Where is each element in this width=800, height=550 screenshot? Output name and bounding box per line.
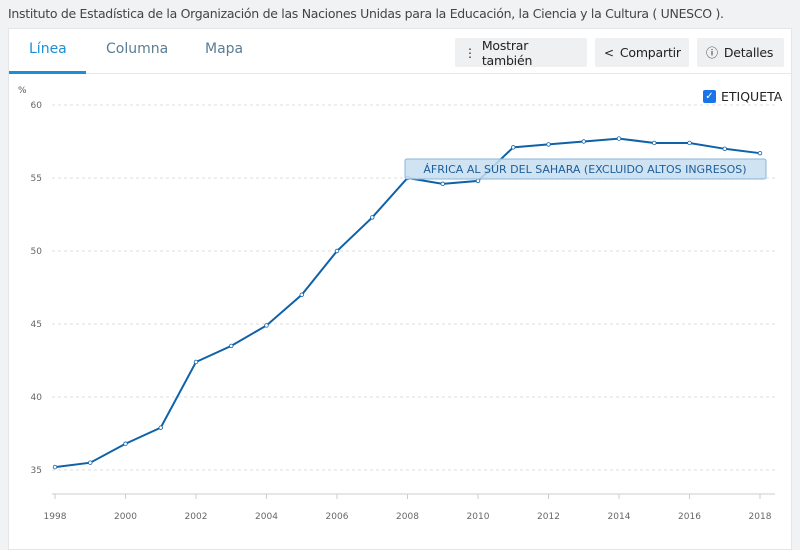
- y-tick-label: 40: [31, 393, 43, 403]
- data-point: [299, 292, 304, 297]
- y-tick-label: 35: [31, 466, 42, 476]
- data-point: [722, 146, 727, 151]
- data-point: [229, 343, 234, 349]
- data-point: [616, 136, 622, 141]
- x-tick-label: 2018: [749, 512, 772, 522]
- y-tick-label: 55: [31, 174, 42, 184]
- chart-card: Línea Columna Mapa ⋮ Mostrar también < Com…: [8, 28, 792, 550]
- tab-linea[interactable]: Línea: [29, 41, 67, 57]
- x-tick-label: 1998: [44, 512, 67, 522]
- checkbox-checked-icon[interactable]: ✓: [703, 90, 716, 103]
- x-tick-label: 2002: [185, 512, 208, 522]
- show-also-button[interactable]: ⋮ Mostrar también: [455, 37, 587, 68]
- data-point: [334, 248, 340, 254]
- data-point: [546, 142, 551, 147]
- data-point: [123, 441, 128, 446]
- data-point: [652, 140, 657, 146]
- x-tick-label: 2012: [537, 512, 560, 522]
- tab-mapa[interactable]: Mapa: [205, 41, 244, 57]
- active-tab-indicator: [9, 71, 86, 74]
- data-point: [511, 145, 516, 150]
- info-icon: ⓘ: [706, 46, 718, 60]
- y-tick-label: 60: [31, 101, 43, 111]
- x-tick-label: 2010: [467, 512, 490, 522]
- data-point: [581, 139, 586, 144]
- x-tick-label: 2000: [114, 512, 137, 522]
- tab-columna[interactable]: Columna: [106, 41, 169, 57]
- series-label: ÁFRICA AL SUR DEL SAHARA (EXCLUIDO ALTOS…: [423, 163, 746, 176]
- series-line: [54, 137, 761, 469]
- y-axis-label: %: [18, 86, 27, 96]
- more-vertical-icon: ⋮: [464, 45, 476, 60]
- data-point: [264, 323, 269, 328]
- details-label: Detalles: [723, 45, 774, 60]
- data-point: [687, 140, 692, 146]
- x-tick-label: 2008: [396, 512, 419, 522]
- x-tick-label: 2014: [608, 512, 631, 522]
- data-point: [88, 460, 93, 465]
- share-button[interactable]: < Compartir: [595, 38, 689, 67]
- data-point: [475, 178, 481, 184]
- details-button[interactable]: ⓘ Detalles: [697, 38, 784, 67]
- share-label: Compartir: [619, 45, 681, 60]
- share-icon: <: [604, 45, 614, 60]
- data-point: [440, 181, 445, 187]
- data-point: [370, 215, 375, 220]
- y-tick-label: 50: [31, 247, 43, 257]
- label-toggle-text: ETIQUETA: [721, 89, 783, 104]
- data-point: [52, 464, 58, 470]
- x-tick-label: 2004: [255, 512, 278, 522]
- data-point: [193, 359, 199, 365]
- x-tick-label: 2006: [326, 512, 349, 522]
- label-toggle[interactable]: ✓ ETIQUETA: [703, 89, 782, 104]
- show-also-label: Mostrar también: [481, 37, 533, 68]
- chart-tabs: Línea Columna Mapa ⋮ Mostrar también < Com…: [9, 29, 791, 74]
- series-label-box: [404, 158, 767, 180]
- source-text: Instituto de Estadística de la Organizac…: [8, 6, 724, 21]
- x-tick-label: 2016: [678, 512, 701, 522]
- data-point: [158, 425, 163, 430]
- y-tick-label: 45: [31, 320, 42, 330]
- data-point: [757, 150, 763, 156]
